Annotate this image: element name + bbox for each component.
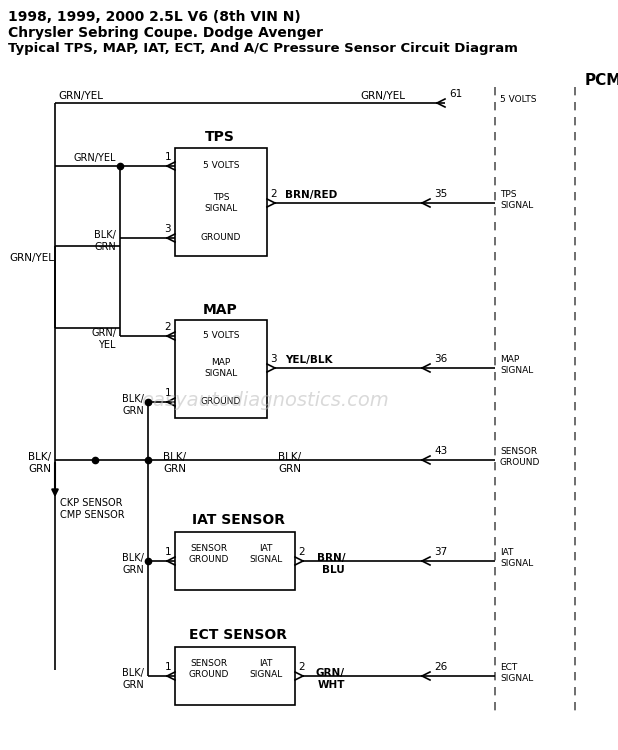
- Text: PCM: PCM: [585, 73, 618, 88]
- Text: GRN/
YEL: GRN/ YEL: [91, 328, 116, 350]
- Text: GROUND: GROUND: [201, 233, 241, 242]
- Text: ECT SENSOR: ECT SENSOR: [189, 628, 287, 642]
- Text: 61: 61: [449, 89, 462, 99]
- Text: 5 VOLTS: 5 VOLTS: [203, 161, 239, 170]
- Text: 3: 3: [164, 224, 171, 234]
- Text: IAT
SIGNAL: IAT SIGNAL: [250, 659, 283, 679]
- Text: 2: 2: [298, 662, 305, 672]
- Text: IAT
SIGNAL: IAT SIGNAL: [500, 548, 533, 568]
- Text: 2: 2: [270, 189, 277, 199]
- Text: 1: 1: [164, 388, 171, 398]
- Text: IAT SENSOR: IAT SENSOR: [192, 513, 284, 527]
- Text: BLK/
GRN: BLK/ GRN: [122, 394, 144, 416]
- Text: 5 VOLTS: 5 VOLTS: [500, 95, 536, 104]
- Text: Typical TPS, MAP, IAT, ECT, And A/C Pressure Sensor Circuit Diagram: Typical TPS, MAP, IAT, ECT, And A/C Pres…: [8, 42, 518, 55]
- Text: 2: 2: [164, 322, 171, 332]
- Text: GRN/YEL: GRN/YEL: [360, 91, 405, 101]
- Text: 43: 43: [434, 446, 447, 456]
- Text: BLK/
GRN: BLK/ GRN: [28, 452, 51, 473]
- Text: BRN/
BLU: BRN/ BLU: [316, 553, 345, 574]
- Text: 26: 26: [434, 662, 447, 672]
- Text: GRN/YEL: GRN/YEL: [74, 153, 116, 163]
- Text: 37: 37: [434, 547, 447, 557]
- Text: 1: 1: [164, 152, 171, 162]
- Bar: [175, 532, 295, 590]
- Text: SENSOR
GROUND: SENSOR GROUND: [188, 659, 229, 679]
- Text: GROUND: GROUND: [201, 398, 241, 406]
- Text: MAP
SIGNAL: MAP SIGNAL: [205, 358, 238, 378]
- Text: MAP
SIGNAL: MAP SIGNAL: [500, 356, 533, 375]
- Bar: [175, 647, 295, 705]
- Bar: [175, 148, 267, 256]
- Text: IAT
SIGNAL: IAT SIGNAL: [250, 544, 283, 564]
- Text: Chrysler Sebring Coupe. Dodge Avenger: Chrysler Sebring Coupe. Dodge Avenger: [8, 26, 323, 40]
- Text: TPS
SIGNAL: TPS SIGNAL: [500, 190, 533, 210]
- Text: 2: 2: [298, 547, 305, 557]
- Text: GRN/YEL: GRN/YEL: [58, 91, 103, 101]
- Text: GRN/YEL: GRN/YEL: [9, 253, 54, 263]
- Text: TPS
SIGNAL: TPS SIGNAL: [205, 194, 238, 213]
- Text: 1998, 1999, 2000 2.5L V6 (8th VIN N): 1998, 1999, 2000 2.5L V6 (8th VIN N): [8, 10, 301, 24]
- Text: BLK/
GRN: BLK/ GRN: [279, 452, 302, 473]
- Bar: [175, 320, 267, 418]
- Text: MAP: MAP: [203, 303, 237, 317]
- Text: 5 VOLTS: 5 VOLTS: [203, 332, 239, 340]
- Text: CKP SENSOR
CMP SENSOR: CKP SENSOR CMP SENSOR: [60, 498, 125, 520]
- Text: easyautodiagnostics.com: easyautodiagnostics.com: [141, 391, 389, 410]
- Text: BLK/
GRN: BLK/ GRN: [122, 553, 144, 574]
- Text: BLK/
GRN: BLK/ GRN: [122, 668, 144, 689]
- Text: 36: 36: [434, 354, 447, 364]
- Text: 35: 35: [434, 189, 447, 199]
- Text: 3: 3: [270, 354, 277, 364]
- Text: YEL/BLK: YEL/BLK: [285, 355, 332, 365]
- Text: BLK/
GRN: BLK/ GRN: [94, 230, 116, 251]
- Text: 1: 1: [164, 662, 171, 672]
- Text: 1: 1: [164, 547, 171, 557]
- Text: SENSOR
GROUND: SENSOR GROUND: [188, 544, 229, 564]
- Text: GRN/
WHT: GRN/ WHT: [316, 668, 345, 689]
- Text: SENSOR
GROUND: SENSOR GROUND: [500, 447, 540, 466]
- Text: BLK/
GRN: BLK/ GRN: [163, 452, 187, 473]
- Text: BRN/RED: BRN/RED: [285, 190, 337, 200]
- Text: ECT
SIGNAL: ECT SIGNAL: [500, 663, 533, 682]
- Text: TPS: TPS: [205, 130, 235, 144]
